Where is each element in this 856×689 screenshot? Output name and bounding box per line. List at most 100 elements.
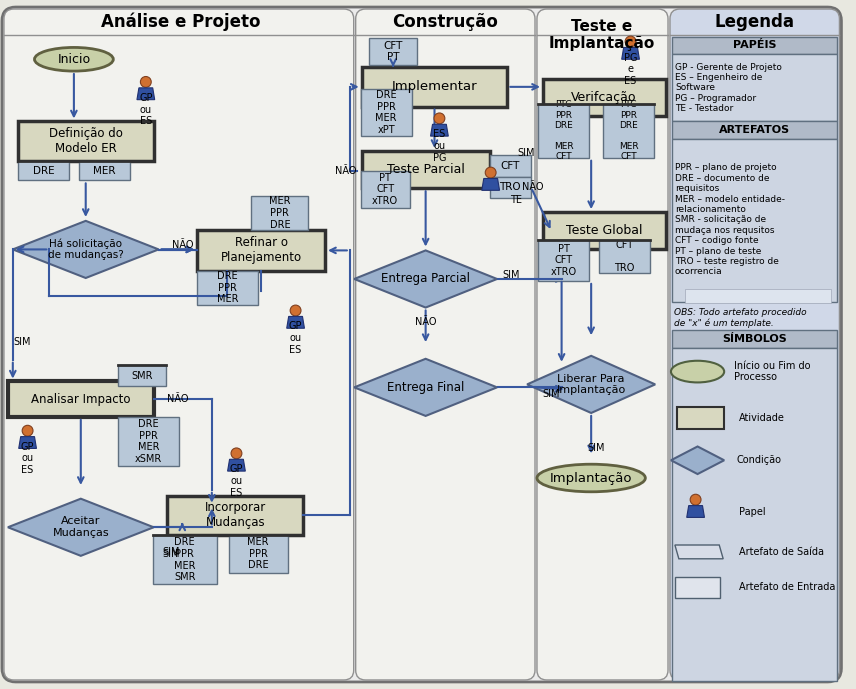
Text: CFT: CFT (501, 161, 520, 171)
Text: DRE
PPR
MER
xSMR: DRE PPR MER xSMR (135, 419, 163, 464)
Bar (8, 382, 154, 417)
Text: PT
CFT
xTRO: PT CFT xTRO (372, 173, 398, 206)
Polygon shape (431, 124, 449, 136)
Text: GP - Gerente de Projeto
ES – Engenheiro de
Software
PG – Programador
TE - Testad: GP - Gerente de Projeto ES – Engenheiro … (675, 63, 782, 113)
Text: GP
ou
ES: GP ou ES (139, 93, 152, 126)
Polygon shape (687, 506, 704, 517)
Text: Incorporar
Mudanças: Incorporar Mudanças (205, 502, 266, 529)
Text: SIM: SIM (587, 444, 605, 453)
Text: Implementar: Implementar (392, 81, 478, 93)
Ellipse shape (22, 425, 33, 436)
Ellipse shape (485, 167, 496, 178)
Ellipse shape (34, 48, 113, 71)
Bar (685, 289, 830, 302)
Bar (672, 330, 837, 348)
FancyBboxPatch shape (670, 9, 840, 680)
Ellipse shape (434, 113, 445, 124)
Text: Entrega Parcial: Entrega Parcial (381, 272, 470, 285)
Ellipse shape (671, 361, 724, 382)
Bar (538, 240, 589, 281)
Text: CFT
PT: CFT PT (383, 41, 403, 62)
Text: Inicio: Inicio (57, 53, 91, 65)
Ellipse shape (537, 464, 645, 492)
Bar (18, 161, 69, 181)
Bar (370, 38, 417, 65)
Text: Artefato de Saída: Artefato de Saída (739, 547, 824, 557)
Text: SÍMBOLOS: SÍMBOLOS (722, 334, 787, 344)
Bar (538, 103, 589, 158)
Bar (197, 271, 259, 305)
Text: GP
ou
ES: GP ou ES (21, 442, 34, 475)
Bar (118, 364, 165, 387)
Text: Teste Global: Teste Global (566, 224, 642, 237)
Bar (197, 229, 325, 271)
Bar (252, 196, 308, 229)
Text: Analisar Impacto: Analisar Impacto (31, 393, 131, 406)
Text: DRE: DRE (33, 165, 54, 176)
Text: Construção: Construção (392, 13, 498, 31)
Bar (672, 121, 837, 139)
Bar (79, 161, 130, 181)
Bar (118, 417, 179, 466)
Bar (543, 79, 666, 116)
Bar (361, 67, 508, 107)
Text: Teste e
Implantação: Teste e Implantação (549, 19, 655, 51)
Text: MER
PPR
DRE: MER PPR DRE (247, 537, 269, 570)
Polygon shape (228, 460, 246, 471)
Text: Legenda: Legenda (715, 13, 794, 31)
Polygon shape (354, 359, 497, 416)
Bar (490, 155, 531, 176)
Ellipse shape (231, 448, 242, 459)
Text: SIM: SIM (518, 148, 535, 158)
Text: Há solicitação
de mudanças?: Há solicitação de mudanças? (48, 238, 123, 260)
Polygon shape (13, 221, 158, 278)
Polygon shape (287, 316, 305, 328)
Ellipse shape (625, 36, 636, 47)
Bar (360, 89, 412, 136)
Bar (18, 121, 154, 161)
FancyBboxPatch shape (2, 7, 841, 682)
Polygon shape (19, 437, 37, 449)
Ellipse shape (690, 494, 701, 505)
Polygon shape (8, 499, 154, 556)
Text: PG
e
ES: PG e ES (624, 52, 638, 85)
Text: PAPÉIS: PAPÉIS (733, 41, 776, 50)
Text: GP
ou
ES: GP ou ES (229, 464, 243, 497)
Text: SIM: SIM (163, 547, 180, 557)
Bar (360, 171, 410, 208)
Text: SIM: SIM (502, 270, 520, 280)
Bar (672, 348, 837, 681)
Text: Papel: Papel (739, 506, 765, 517)
Text: DRE
PPR
MER
SMR: DRE PPR MER SMR (174, 537, 195, 582)
Text: Implantação: Implantação (550, 471, 633, 484)
Text: DRE
PPR
MER: DRE PPR MER (217, 271, 238, 305)
Text: Teste Parcial: Teste Parcial (387, 163, 465, 176)
Bar (672, 37, 837, 54)
Polygon shape (675, 545, 723, 559)
Polygon shape (671, 446, 724, 474)
Text: SMR: SMR (131, 371, 152, 380)
Text: Refinar o
Planejamento: Refinar o Planejamento (221, 236, 301, 265)
FancyBboxPatch shape (356, 9, 535, 680)
Text: NÃO: NÃO (522, 183, 544, 192)
Text: Artefato de Entrada: Artefato de Entrada (739, 582, 835, 593)
Text: Condição: Condição (737, 455, 782, 465)
Text: ARTEFATOS: ARTEFATOS (719, 125, 790, 135)
Text: NÃO: NÃO (336, 165, 357, 176)
Text: MER
PPR
DRE: MER PPR DRE (269, 196, 290, 229)
Bar (603, 103, 654, 158)
Text: NÃO: NÃO (415, 318, 437, 327)
Text: Definição do
Modelo ER: Definição do Modelo ER (49, 127, 122, 155)
Bar (599, 240, 651, 273)
Text: CFT

TRO: CFT TRO (615, 240, 635, 273)
Text: Entrega Final: Entrega Final (387, 381, 464, 394)
Bar (672, 139, 837, 302)
Text: MER: MER (93, 165, 116, 176)
Text: DRE
PPR
MER
xPT: DRE PPR MER xPT (376, 90, 397, 135)
Text: TE: TE (510, 195, 522, 205)
Text: Início ou Fim do
Processo: Início ou Fim do Processo (734, 361, 811, 382)
Text: PPR – plano de projeto
DRE – documento de
requisitos
MER – modelo entidade-
rela: PPR – plano de projeto DRE – documento d… (675, 163, 785, 276)
Bar (229, 535, 288, 573)
Text: Atividade: Atividade (739, 413, 785, 423)
Text: Análise e Projeto: Análise e Projeto (100, 12, 260, 31)
